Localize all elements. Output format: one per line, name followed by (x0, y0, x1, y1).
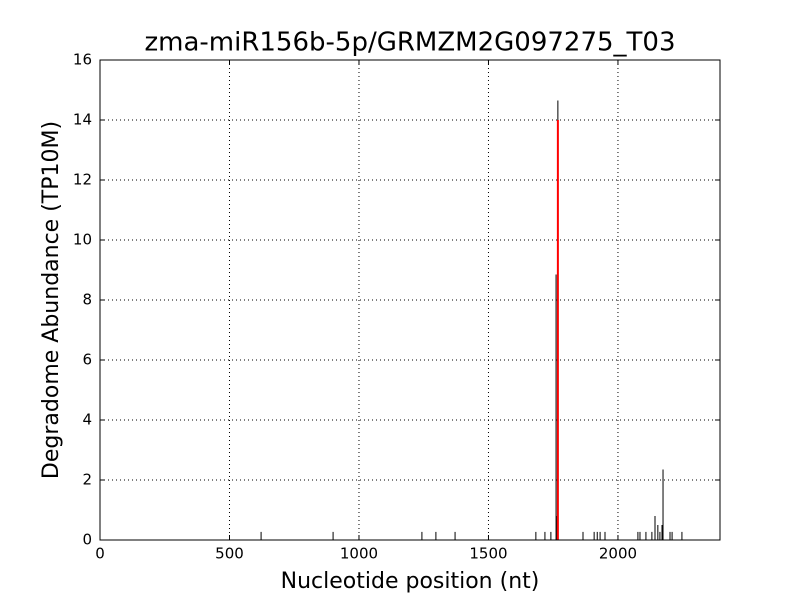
x-axis-label: Nucleotide position (nt) (281, 569, 540, 594)
x-tick-label: 500 (215, 545, 244, 563)
x-tick-label: 0 (95, 545, 105, 563)
chart-title: zma-miR156b-5p/GRMZM2G097275_T03 (144, 28, 675, 58)
y-tick-label: 16 (73, 51, 92, 69)
y-tick-label: 8 (82, 291, 92, 309)
x-tick-label: 2000 (599, 545, 637, 563)
y-tick-label: 6 (82, 351, 92, 369)
x-tick-label: 1500 (469, 545, 507, 563)
y-tick-label: 4 (82, 411, 92, 429)
y-tick-label: 10 (73, 231, 92, 249)
y-tick-label: 14 (73, 111, 92, 129)
x-tick-label: 1000 (340, 545, 378, 563)
plot-frame (99, 59, 721, 541)
y-axis-label: Degradome Abundance (TP10M) (39, 121, 64, 479)
y-tick-label: 0 (82, 531, 92, 549)
y-tick-label: 2 (82, 471, 92, 489)
y-tick-label: 12 (73, 171, 92, 189)
